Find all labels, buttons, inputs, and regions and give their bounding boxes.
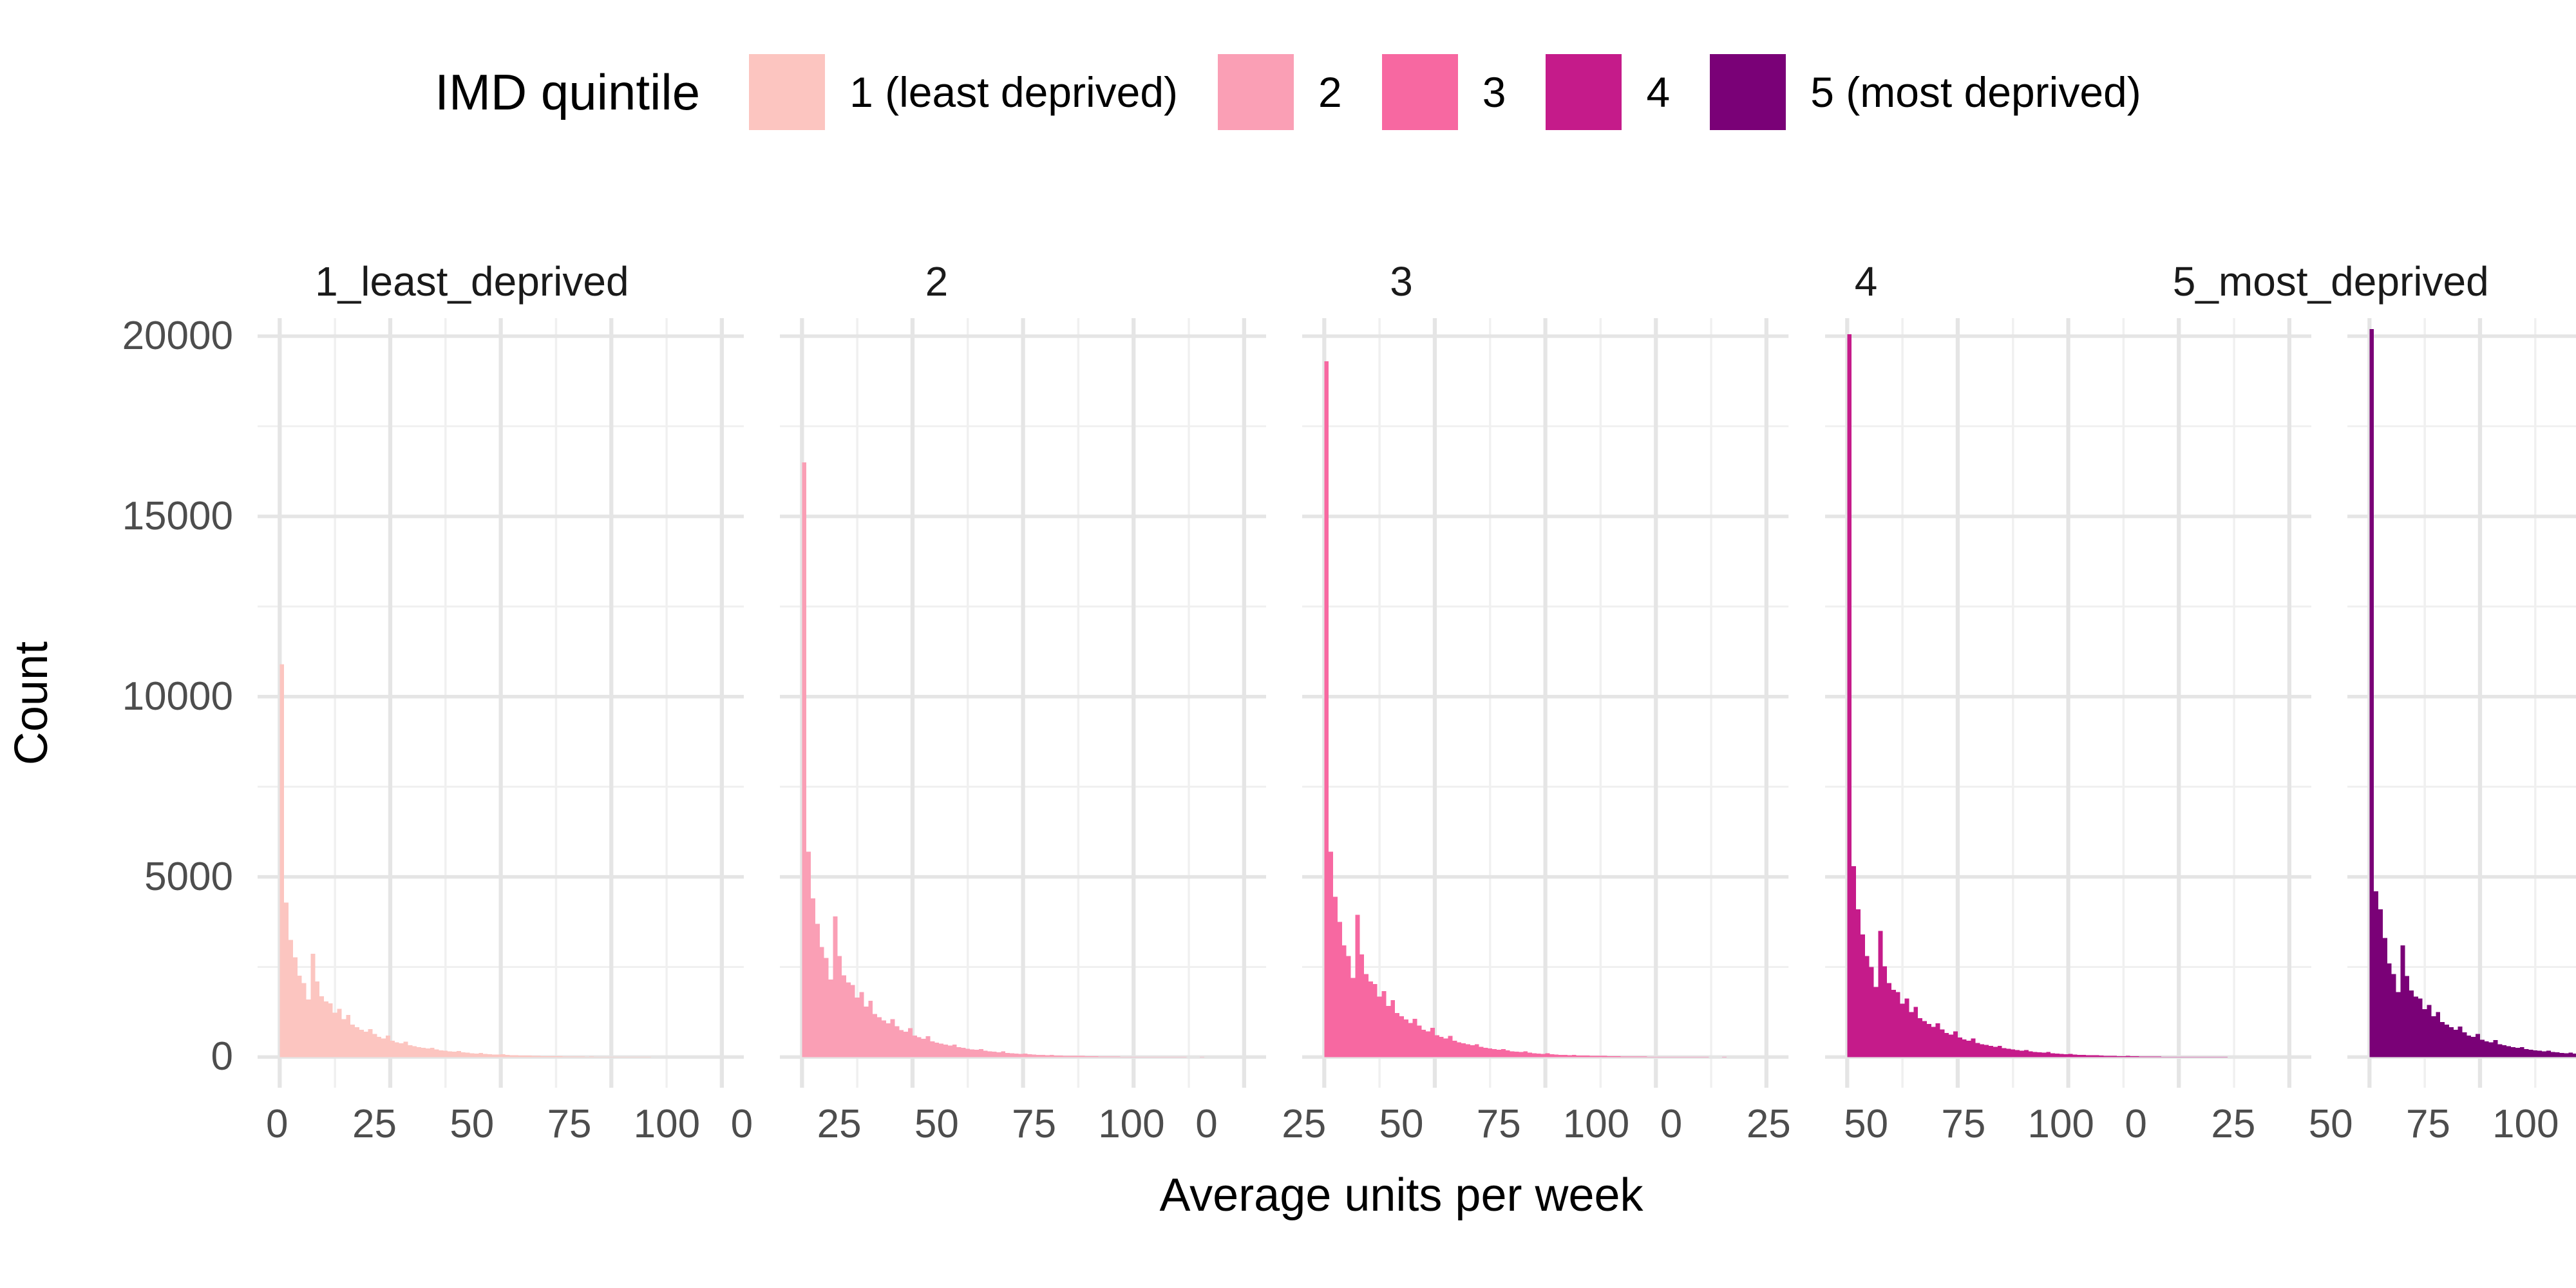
x-tick-label: 100 (633, 1102, 701, 1146)
x-tick-label: 25 (817, 1102, 862, 1146)
x-tick-label: 50 (914, 1102, 959, 1146)
y-tick-label: 0 (211, 1034, 233, 1079)
x-tick-label: 25 (1282, 1102, 1327, 1146)
x-tick-label: 0 (266, 1102, 289, 1146)
facet-strip-label: 3 (1390, 258, 1413, 305)
legend-key-swatch (749, 54, 826, 130)
x-tick-label: 75 (2405, 1102, 2450, 1146)
facet-strip-label: 4 (1854, 258, 1878, 305)
legend-item-3: 3 (1381, 54, 1506, 130)
legend-item-label: 4 (1646, 68, 1671, 116)
x-tick-label: 0 (1195, 1102, 1218, 1146)
legend-item-label: 1 (least deprived) (849, 68, 1179, 116)
histogram-bars (279, 664, 722, 1057)
x-tick-slot: 0 25 50 75 100 (1652, 1102, 2094, 1147)
histogram-plot (1302, 318, 1789, 1088)
legend-item-1: 1 (least deprived) (749, 54, 1178, 130)
histogram-bars (1324, 361, 1767, 1057)
x-tick-label: 0 (730, 1102, 753, 1146)
histogram-plot (2347, 318, 2576, 1088)
x-tick-label: 50 (1379, 1102, 1424, 1146)
legend-item-2: 2 (1218, 54, 1342, 130)
x-axis-title: Average units per week (1159, 1170, 1643, 1221)
histogram-bars (1846, 334, 2289, 1057)
y-tick-label: 15000 (122, 493, 233, 538)
legend-key-swatch (1546, 54, 1622, 130)
histogram-plot (258, 318, 744, 1088)
x-tick-slot: 0 25 50 75 100 (1187, 1102, 1629, 1147)
x-tick-label: 25 (2211, 1102, 2256, 1146)
x-tick-slot: 0 25 50 75 100 (258, 1102, 700, 1147)
legend-key-swatch (1218, 54, 1294, 130)
x-tick-label: 0 (2125, 1102, 2147, 1146)
legend-key-swatch (1710, 54, 1786, 130)
x-tick-label: 50 (1844, 1102, 1889, 1146)
y-tick-label: 20000 (122, 313, 233, 358)
facet-strip-label: 5_most_deprived (2172, 258, 2489, 305)
x-tick-slot: 0 25 50 75 100 (2116, 1102, 2559, 1147)
legend-item-label: 5 (most deprived) (1810, 68, 2141, 116)
facet-strip-label: 1_least_deprived (315, 258, 629, 305)
x-tick-label: 25 (1746, 1102, 1791, 1146)
x-tick-label: 100 (1562, 1102, 1630, 1146)
y-tick-label: 10000 (122, 674, 233, 719)
facet-panel (2347, 318, 2576, 1088)
x-tick-label: 100 (2492, 1102, 2559, 1146)
plot-area: Count 0 5000 10000 15000 20000 (0, 313, 2576, 1088)
facet-strip-row: 1_least_deprived 2 3 4 5_most_deprived (258, 256, 2545, 307)
legend-title: IMD quintile (435, 63, 701, 120)
histogram-plot (1824, 318, 2311, 1088)
y-tick-label: 5000 (144, 854, 233, 899)
x-tick-label: 75 (1012, 1102, 1057, 1146)
x-tick-label: 75 (547, 1102, 592, 1146)
legend-item-label: 2 (1318, 68, 1342, 116)
x-tick-label: 0 (1660, 1102, 1683, 1146)
legend-item-4: 4 (1546, 54, 1670, 130)
legend-item-label: 3 (1482, 68, 1506, 116)
facet-panel (780, 318, 1267, 1088)
facet-panel (1824, 318, 2311, 1088)
facet-panel (258, 318, 744, 1088)
x-tick-label: 100 (1098, 1102, 1165, 1146)
x-axis: 0 25 50 75 100 0 25 50 75 100 0 25 50 75 100 0 25 50 75 100… (258, 1102, 2559, 1147)
x-tick-label: 100 (2027, 1102, 2094, 1146)
facet-panel (1302, 318, 1789, 1088)
x-tick-label: 75 (1476, 1102, 1521, 1146)
x-tick-label: 25 (352, 1102, 397, 1146)
legend: IMD quintile 1 (least deprived) 2 3 4 5 (mos… (0, 0, 2576, 130)
legend-item-5: 5 (most deprived) (1710, 54, 2141, 130)
histogram-bars (2369, 328, 2576, 1057)
histogram-bars (802, 462, 1245, 1057)
x-tick-slot: 0 25 50 75 100 (723, 1102, 1165, 1147)
x-tick-label: 50 (2308, 1102, 2353, 1146)
legend-key-swatch (1381, 54, 1458, 130)
x-tick-label: 75 (1941, 1102, 1986, 1146)
x-tick-label: 50 (450, 1102, 495, 1146)
facet-strip-label: 2 (925, 258, 949, 305)
panels (258, 318, 2576, 1088)
y-axis: Count 0 5000 10000 15000 20000 (0, 313, 258, 1088)
histogram-plot (780, 318, 1267, 1088)
